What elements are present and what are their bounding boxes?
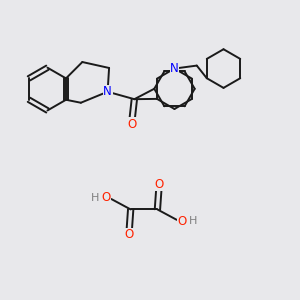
Text: N: N bbox=[103, 85, 112, 98]
Text: N: N bbox=[170, 62, 179, 75]
Text: O: O bbox=[127, 118, 136, 130]
Text: O: O bbox=[154, 178, 164, 191]
Text: O: O bbox=[101, 191, 111, 204]
Text: O: O bbox=[178, 215, 187, 228]
Text: O: O bbox=[124, 228, 134, 241]
Text: H: H bbox=[91, 193, 99, 202]
Text: H: H bbox=[189, 216, 197, 226]
